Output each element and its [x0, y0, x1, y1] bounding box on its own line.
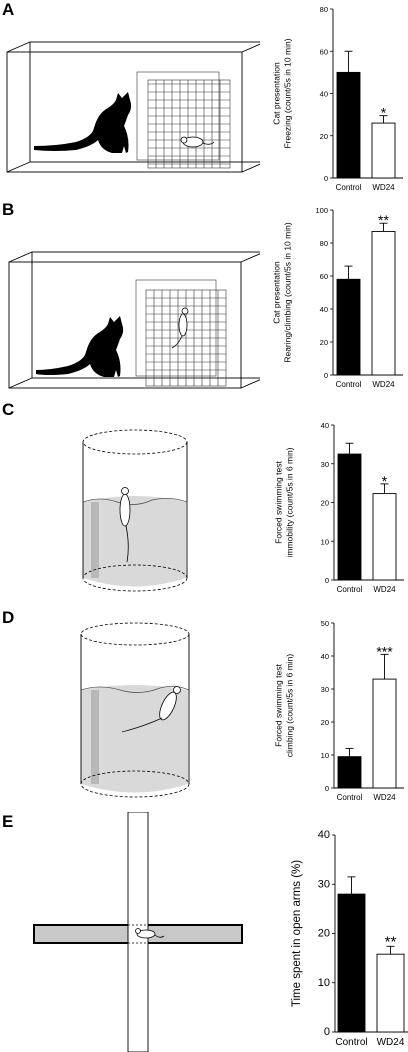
category-label: Control	[337, 793, 363, 802]
panel-label-d: D	[2, 608, 15, 627]
y-tick-label: 0	[324, 371, 328, 380]
y-tick-label: 10	[318, 977, 330, 989]
swim-tub-immobility-illustration	[82, 429, 188, 592]
bar-wd24	[376, 953, 405, 1033]
panel-label-c: C	[2, 400, 15, 419]
y-tick-label: 40	[320, 90, 328, 99]
y-axis-label: immobility (count/5s in 6 min)	[285, 447, 295, 557]
panel-label-b: B	[2, 200, 15, 219]
y-tick-label: 20	[318, 928, 330, 940]
category-label: WD24	[373, 585, 396, 594]
chart-c: 0 10 20 30 40 Control WD24 * Forced swimming tes…	[274, 421, 404, 594]
y-axis-label: climbing (count/5s in 6 min)	[285, 654, 295, 758]
y-tick-label: 10	[321, 537, 329, 546]
bar-control	[336, 278, 361, 376]
category-label: WD24	[372, 183, 395, 192]
y-tick-label: 40	[320, 305, 328, 314]
category-label: Control	[336, 183, 362, 192]
chart-a: 0 20 40 60 80 Control WD24 * Cat presentation Fre…	[272, 5, 403, 192]
category-label: Control	[337, 585, 363, 594]
y-tick-label: 20	[321, 499, 329, 508]
category-label: WD24	[373, 793, 396, 802]
y-tick-label: 60	[320, 47, 328, 56]
cat-climbing-illustration	[8, 251, 260, 389]
category-label: WD24	[372, 380, 395, 389]
y-tick-label: 30	[321, 685, 329, 694]
y-axis-label: Rearing/climbing (count/5s in 10 min)	[283, 222, 293, 362]
bar-wd24	[372, 678, 397, 789]
category-label: Control	[335, 1037, 367, 1048]
significance-marker: *	[381, 105, 387, 121]
y-tick-label: 20	[320, 338, 328, 347]
bar-control	[337, 893, 366, 1033]
y-tick-label: 40	[321, 652, 329, 661]
y-tick-label: 50	[321, 619, 329, 628]
category-label: Control	[336, 380, 362, 389]
y-tick-label: 80	[320, 5, 328, 14]
panel-b: B	[0, 200, 408, 400]
y-axis-label: Cat presentation	[272, 62, 282, 125]
significance-marker: **	[385, 933, 397, 950]
y-tick-label: 80	[320, 239, 328, 248]
y-tick-label: 30	[318, 878, 330, 890]
y-tick-label: 40	[318, 829, 330, 841]
bar-control	[337, 756, 362, 789]
y-tick-label: 30	[321, 460, 329, 469]
panel-label-a: A	[2, 0, 15, 19]
y-tick-label: 20	[321, 718, 329, 727]
significance-marker: *	[382, 473, 388, 489]
cage	[135, 279, 227, 387]
y-axis-label: Time spent in open arms (%)	[291, 860, 303, 1007]
y-tick-label: 0	[324, 1026, 330, 1038]
y-axis-label: Forced swimming test	[274, 664, 284, 747]
significance-marker: **	[378, 212, 389, 228]
panel-c: C 0 10 20 30 40 Control WD24 * Forced swimming t…	[0, 400, 408, 608]
y-tick-label: 60	[320, 272, 328, 281]
panel-d: D 0 10 20 30 40 50 Control WD24 *** Forced swimmi…	[0, 608, 408, 812]
cat-silhouette	[36, 316, 124, 377]
category-label: WD24	[377, 1037, 405, 1048]
y-tick-label: 20	[320, 132, 328, 141]
y-tick-label: 10	[321, 751, 329, 760]
y-tick-label: 0	[324, 174, 328, 183]
rat-figure	[121, 686, 181, 733]
y-tick-label: 0	[325, 576, 329, 585]
significance-marker: ***	[376, 643, 393, 659]
chart-d: 0 10 20 30 40 50 Control WD24 *** Forced swimming…	[274, 619, 404, 802]
cat-cage-illustration	[6, 41, 260, 173]
bar-control	[336, 71, 361, 179]
y-tick-label: 100	[315, 206, 328, 215]
panel-a: A	[0, 0, 408, 200]
bar-wd24	[372, 493, 397, 581]
bar-control	[337, 453, 362, 581]
chart-e: 0 10 20 30 40 Control WD24 ** Time spent in open…	[291, 829, 408, 1048]
y-axis-label: Freezing (count/5s in 10 min)	[283, 38, 293, 148]
swim-tub-climbing-illustration	[80, 622, 190, 798]
y-axis-label: Cat presentation	[272, 261, 282, 324]
cat-silhouette	[34, 92, 132, 153]
plus-maze-illustration	[33, 812, 243, 1052]
panel-e: E 0 10 20 30 40 Control WD24 ** Time spent in op…	[0, 812, 408, 1052]
y-tick-label: 40	[321, 421, 329, 430]
rat-figure	[180, 136, 215, 148]
y-tick-label: 0	[325, 784, 329, 793]
chart-b: 0 20 40 60 80 100 Control WD24 ** Cat presentatio…	[272, 206, 403, 389]
y-axis-label: Forced swimming test	[274, 461, 284, 544]
rat-figure	[171, 307, 189, 349]
rat-figure	[135, 928, 165, 939]
panel-label-e: E	[2, 812, 14, 831]
bar-wd24	[371, 231, 396, 376]
rat-figure	[119, 487, 131, 563]
bar-wd24	[371, 122, 396, 179]
